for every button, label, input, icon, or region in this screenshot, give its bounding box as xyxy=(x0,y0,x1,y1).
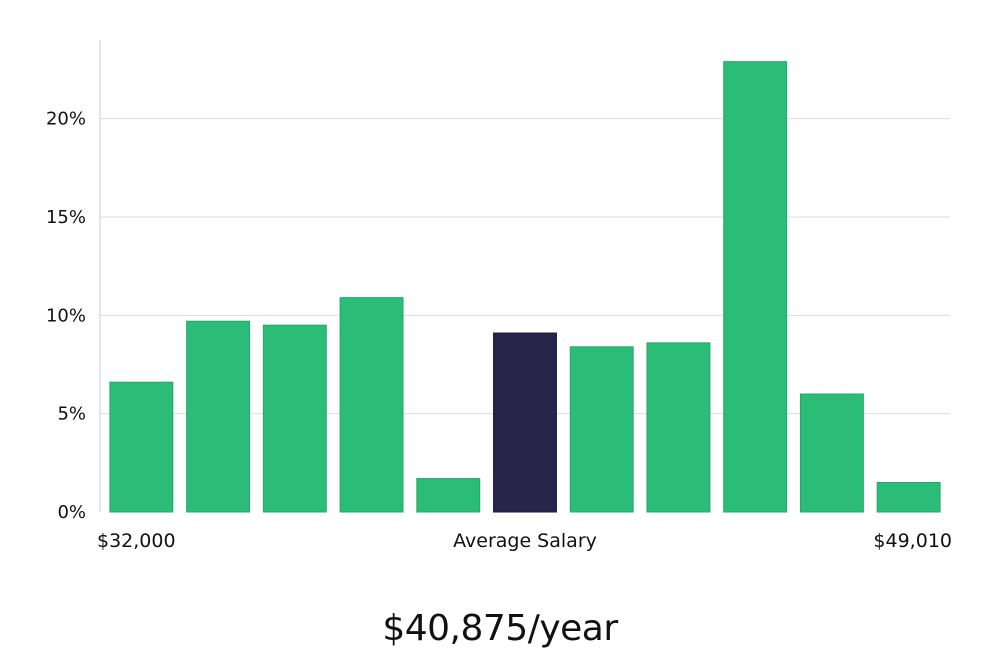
x-axis-min-label: $32,000 xyxy=(97,530,176,552)
bar xyxy=(339,297,404,513)
bar xyxy=(799,393,864,513)
y-tick-label: 20% xyxy=(46,109,86,130)
x-axis-max-label: $49,010 xyxy=(873,530,952,552)
x-axis-center-label: Average Salary xyxy=(453,530,597,552)
bar xyxy=(569,346,634,513)
bar-average-salary xyxy=(493,332,557,513)
bar xyxy=(646,342,711,513)
bar xyxy=(723,61,788,513)
bar xyxy=(262,324,327,513)
bar xyxy=(416,478,481,513)
y-tick-label: 15% xyxy=(46,207,86,228)
bar xyxy=(876,482,941,513)
y-axis-tick-labels: 0% 5% 10% 15% 20% xyxy=(46,109,86,523)
salary-histogram-chart: 0% 5% 10% 15% 20% $32,000 Average Salary $49… xyxy=(46,40,952,552)
y-tick-label: 0% xyxy=(57,502,86,523)
bars xyxy=(109,61,941,513)
bar xyxy=(186,320,251,513)
bar xyxy=(109,381,174,513)
y-tick-label: 5% xyxy=(57,404,86,425)
y-tick-label: 10% xyxy=(46,305,86,326)
average-salary-summary: $40,875/year xyxy=(382,608,618,649)
